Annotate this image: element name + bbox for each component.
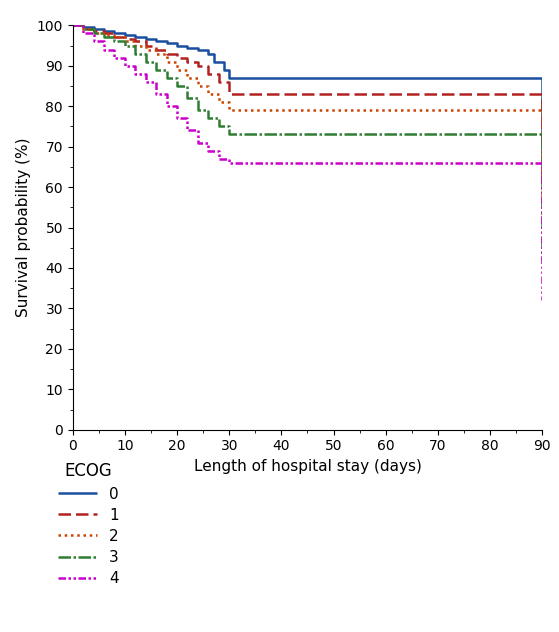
Y-axis label: Survival probability (%): Survival probability (%) — [16, 138, 31, 317]
X-axis label: Length of hospital stay (days): Length of hospital stay (days) — [193, 459, 421, 474]
Legend: 0, 1, 2, 3, 4: 0, 1, 2, 3, 4 — [53, 456, 125, 592]
